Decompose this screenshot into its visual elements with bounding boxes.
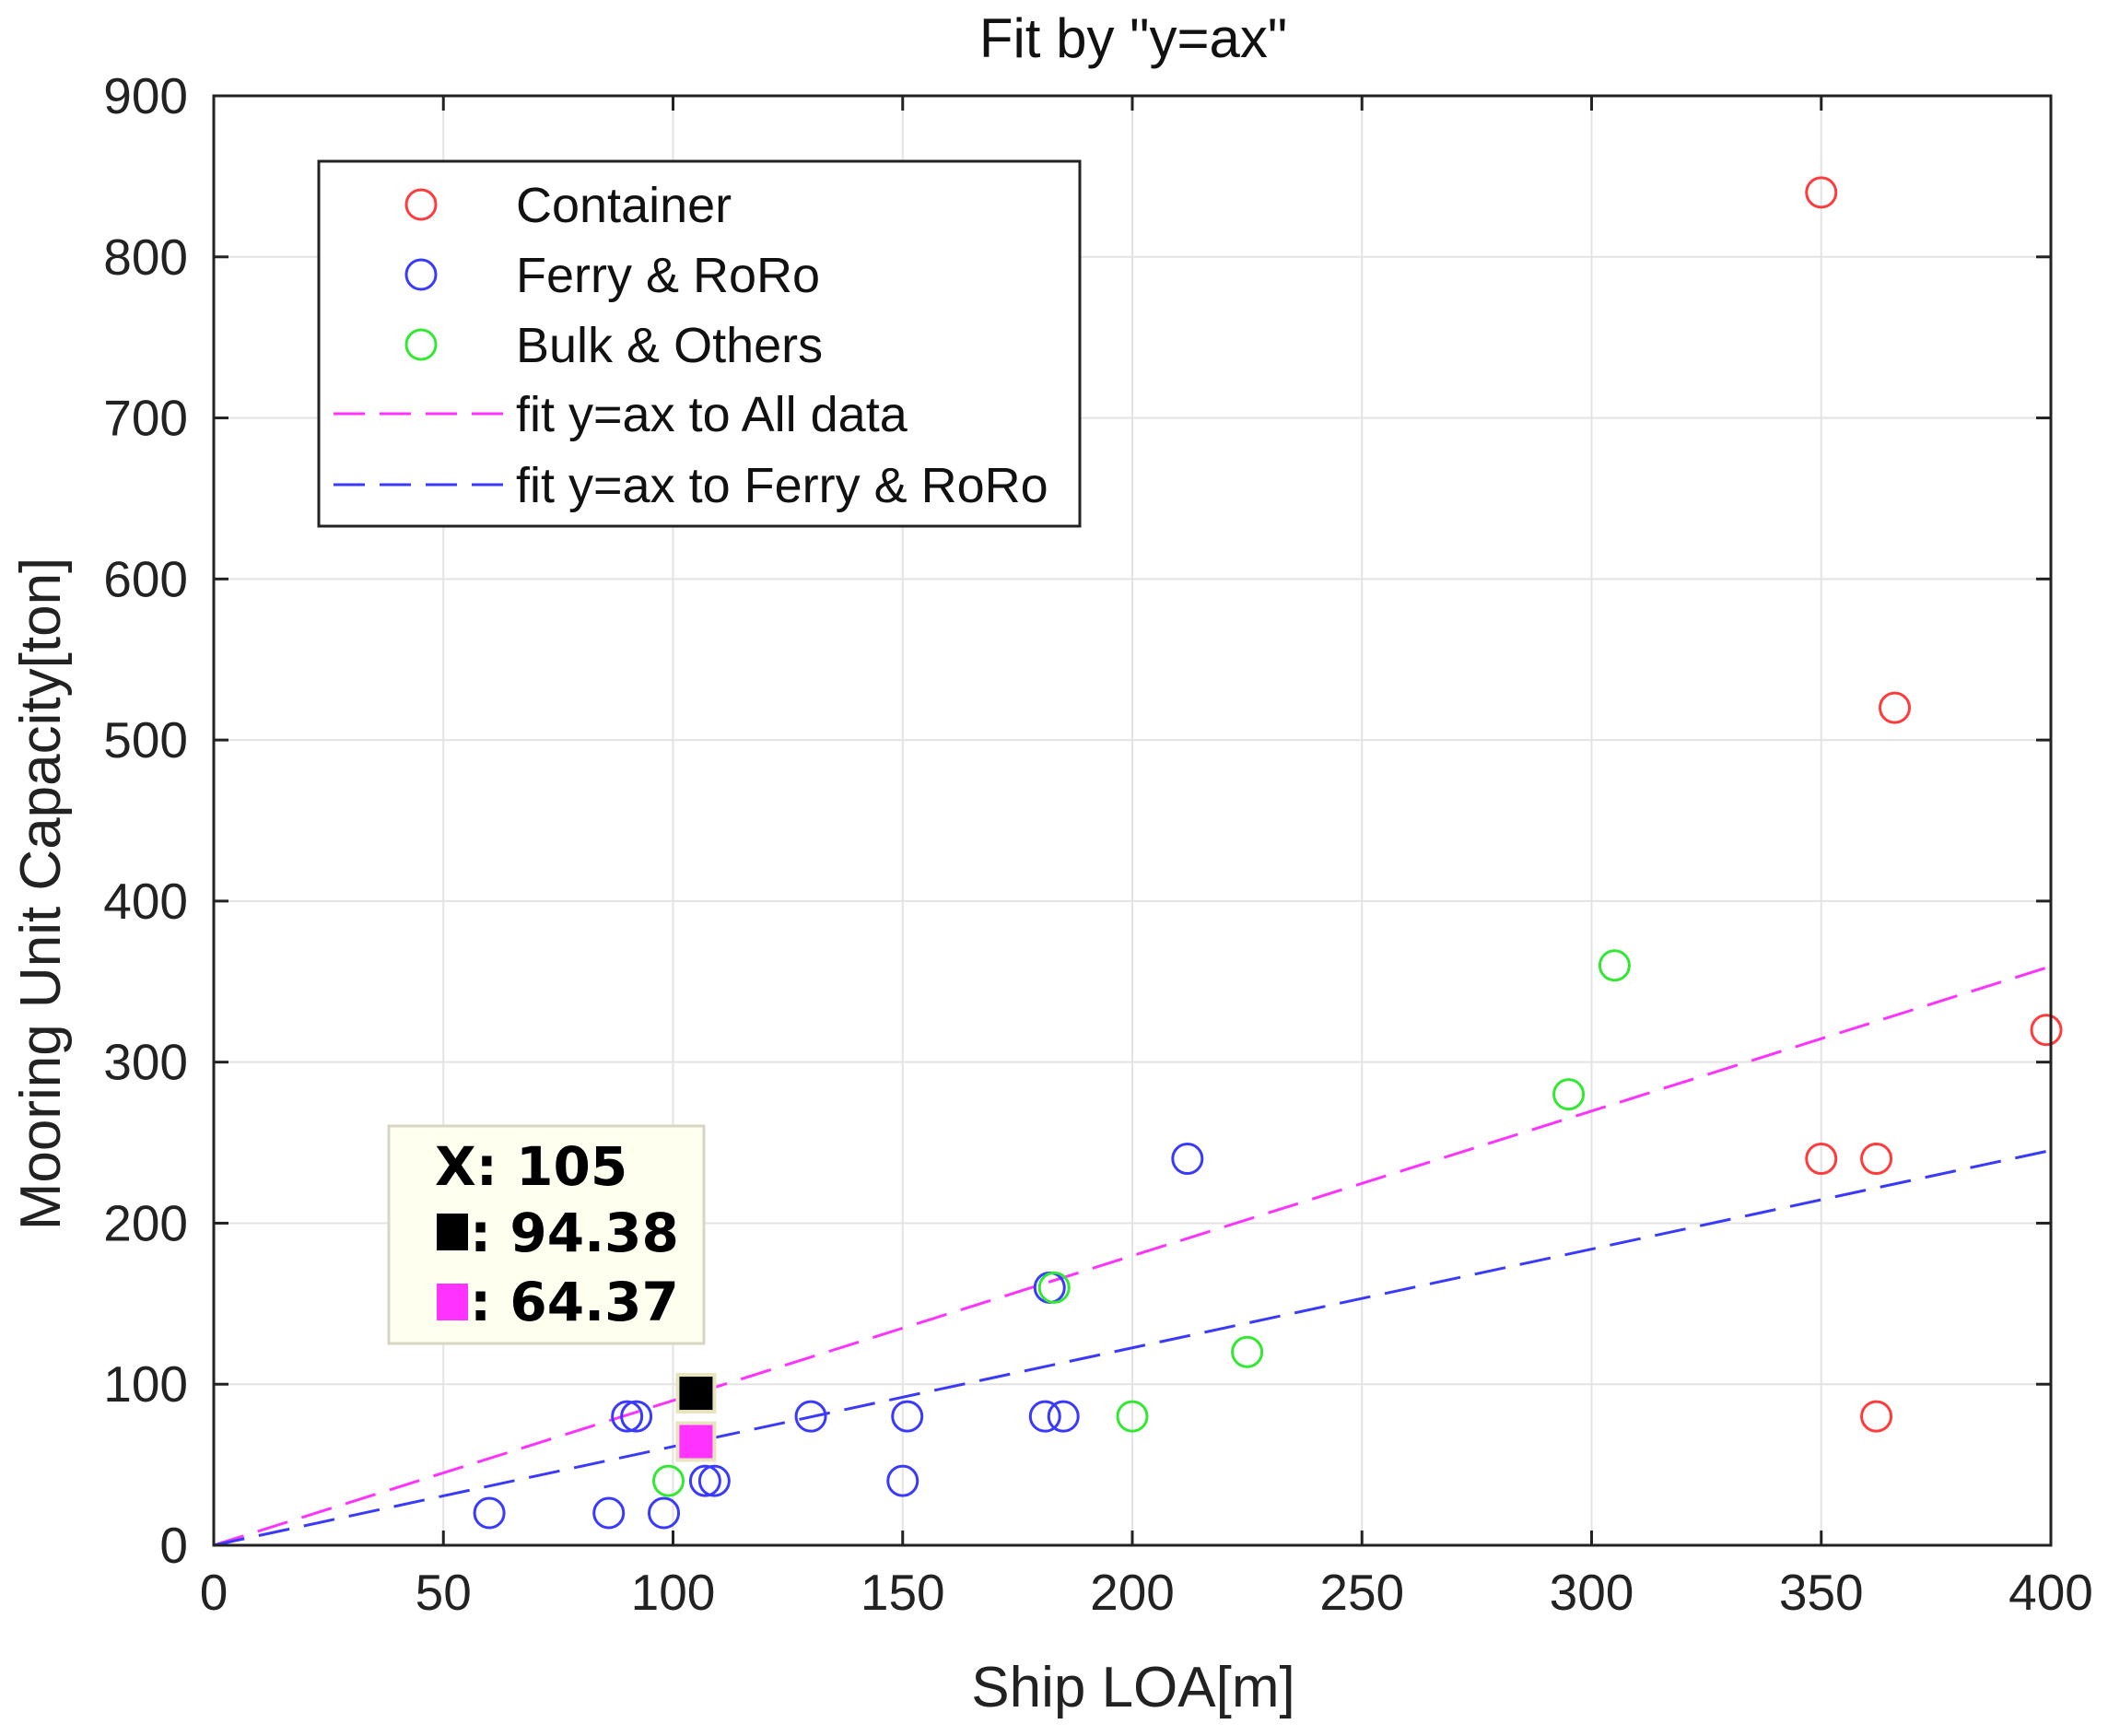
legend-entry-4: fit y=ax to Ferry & RoRo — [516, 458, 1048, 513]
datatip-x-label: X: 105 — [435, 1135, 627, 1198]
data-point-1 — [688, 1464, 721, 1497]
x-axis-title: Ship LOA[m] — [971, 1656, 1294, 1719]
legend-swatch-marker-1 — [404, 258, 438, 291]
x-tick-label: 250 — [1319, 1564, 1404, 1621]
data-point-1 — [592, 1496, 626, 1530]
datatip-marker-black — [675, 1373, 717, 1414]
data-point-1 — [1171, 1143, 1204, 1176]
y-tick-labels: 0 100 200 300 400 500 600 700 800 900 — [103, 67, 188, 1574]
y-tick-label: 500 — [103, 711, 188, 768]
x-tick-label: 400 — [2008, 1564, 2093, 1621]
x-tick-label: 50 — [416, 1564, 472, 1621]
datatip: X: 105: 94.38 : 64.37 — [387, 1124, 717, 1462]
data-point-1 — [620, 1400, 653, 1433]
x-tick-label: 100 — [631, 1564, 716, 1621]
data-point-2 — [1037, 1271, 1071, 1304]
x-tick-label: 150 — [861, 1564, 945, 1621]
data-point-1 — [1047, 1400, 1080, 1433]
datatip-value-magenta: : 64.37 — [470, 1271, 679, 1333]
data-point-1 — [794, 1400, 827, 1433]
x-tick-label: 0 — [200, 1564, 228, 1621]
data-point-0 — [1879, 691, 1912, 724]
chart-title: Fit by "y=ax" — [979, 7, 1287, 69]
y-tick-label: 300 — [103, 1034, 188, 1091]
data-points — [473, 176, 2063, 1530]
y-tick-label: 100 — [103, 1355, 188, 1413]
y-axis-title: Mooring Unit Capacity[ton] — [9, 557, 73, 1231]
data-point-1 — [891, 1400, 924, 1433]
y-tick-label: 800 — [103, 229, 188, 286]
data-point-2 — [1116, 1400, 1149, 1433]
data-point-1 — [648, 1496, 681, 1530]
legend-swatch-marker-2 — [404, 328, 438, 361]
data-point-1 — [473, 1496, 506, 1530]
datatip-key-black — [437, 1214, 468, 1250]
data-point-2 — [1552, 1078, 1586, 1111]
x-tick-label: 200 — [1090, 1564, 1175, 1621]
data-point-2 — [652, 1464, 685, 1497]
data-point-0 — [1860, 1143, 1893, 1176]
datatip-marker-magenta — [675, 1421, 717, 1462]
data-point-2 — [1598, 949, 1631, 982]
legend-swatch-marker-0 — [404, 188, 438, 221]
data-point-0 — [1805, 176, 1838, 209]
legend-box — [317, 159, 1082, 528]
datatip-key-magenta — [437, 1284, 468, 1320]
y-tick-label: 0 — [159, 1517, 188, 1574]
fit-line-4 — [213, 1148, 2052, 1547]
legend-entry-2: Bulk & Others — [516, 318, 823, 373]
data-point-1 — [697, 1464, 731, 1497]
data-point-1 — [886, 1464, 919, 1497]
y-tick-label: 400 — [103, 873, 188, 930]
data-point-0 — [1805, 1143, 1838, 1176]
y-tick-label: 200 — [103, 1194, 188, 1251]
y-tick-label: 700 — [103, 390, 188, 447]
legend-entry-1: Ferry & RoRo — [516, 248, 820, 303]
legend-entry-3: fit y=ax to All data — [516, 387, 908, 442]
x-tick-label: 300 — [1550, 1564, 1634, 1621]
data-point-1 — [611, 1400, 644, 1433]
data-point-2 — [1231, 1335, 1264, 1368]
y-tick-label: 900 — [103, 67, 188, 124]
x-tick-label: 350 — [1779, 1564, 1864, 1621]
fit-lines — [213, 965, 2052, 1547]
datatip-value-black: : 94.38 — [470, 1202, 679, 1264]
x-tick-labels: 0 50 100 150 200 250 300 350 400 — [200, 1564, 2093, 1621]
legend: Container Ferry & RoRo Bulk & Others fit y=… — [317, 159, 1082, 528]
data-point-1 — [1028, 1400, 1061, 1433]
axis-ticks — [212, 94, 2053, 1547]
legend-entry-0: Container — [516, 178, 732, 233]
data-point-0 — [2030, 1014, 2063, 1047]
data-point-0 — [1860, 1400, 1893, 1433]
y-tick-label: 600 — [103, 550, 188, 607]
